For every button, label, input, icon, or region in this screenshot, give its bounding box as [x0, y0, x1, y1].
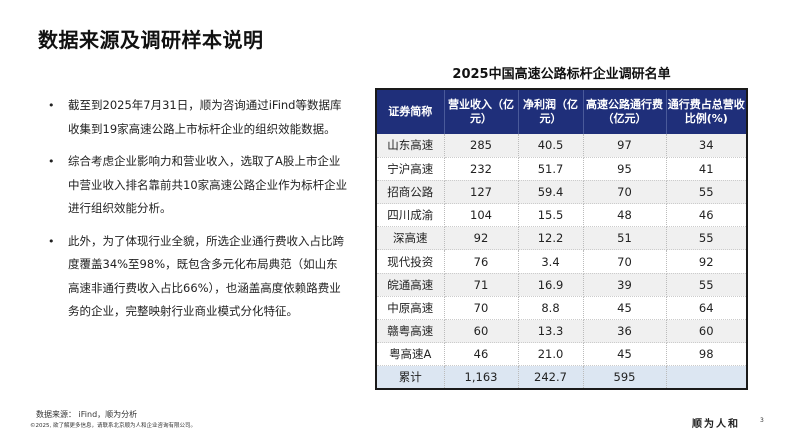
table-cell: 15.5 — [518, 203, 584, 228]
table-row: 中原高速 70 8.8 45 64 — [376, 296, 748, 321]
table-cell: 粤高速A — [376, 342, 445, 367]
table-cell: 3.4 — [518, 249, 584, 274]
table-cell: 招商公路 — [376, 180, 445, 205]
table-cell: 64 — [666, 296, 748, 321]
column-header: 通行费占总营收比例(%) — [666, 89, 748, 134]
table-cell: 16.9 — [518, 273, 584, 297]
benchmark-table: 证券简称 营业收入（亿元） 净利润（亿元） 高速公路通行费（亿元） 通行费占总营… — [375, 88, 748, 391]
company-logo: 顺为人和 — [692, 419, 740, 430]
page-title: 数据来源及调研样本说明 — [38, 28, 264, 52]
table-cell: 宁沪高速 — [376, 157, 445, 181]
table-cell: 46 — [444, 342, 519, 367]
table-cell: 21.0 — [518, 342, 584, 367]
bullet-item: 此外，为了体现行业全貌，所选企业通行费收入占比跨度覆盖34%至98%，既包含多元… — [48, 230, 348, 324]
table-cell: 13.3 — [518, 319, 584, 344]
table-row: 粤高速A 46 21.0 45 98 — [376, 342, 748, 367]
table-cell: 1,163 — [444, 365, 519, 390]
table-cell — [666, 365, 748, 390]
table-cell: 45 — [583, 342, 667, 367]
table-cell: 深高速 — [376, 226, 445, 251]
table-row: 皖通高速 71 16.9 39 55 — [376, 273, 748, 297]
bullet-list: 截至到2025年7月31日，顺为咨询通过iFind等数据库收集到19家高速公路上… — [48, 94, 348, 333]
table-row: 四川成渝 104 15.5 48 46 — [376, 203, 748, 228]
table-cell: 现代投资 — [376, 249, 445, 274]
table-cell: 46 — [666, 203, 748, 228]
table-cell: 95 — [583, 157, 667, 181]
table-cell: 48 — [583, 203, 667, 228]
table-cell: 595 — [583, 365, 667, 390]
table-cell: 36 — [583, 319, 667, 344]
table-cell: 98 — [666, 342, 748, 367]
table-cell: 242.7 — [518, 365, 584, 390]
table-header-row: 证券简称 营业收入（亿元） 净利润（亿元） 高速公路通行费（亿元） 通行费占总营… — [376, 89, 748, 134]
table-cell: 59.4 — [518, 180, 584, 205]
column-header: 净利润（亿元） — [518, 89, 584, 134]
table-cell: 70 — [583, 249, 667, 274]
table-cell: 70 — [583, 180, 667, 205]
table-cell: 92 — [444, 226, 519, 251]
table-cell: 60 — [444, 319, 519, 344]
table-cell: 76 — [444, 249, 519, 274]
table-cell: 34 — [666, 134, 748, 158]
table-cell: 70 — [444, 296, 519, 321]
table-cell: 55 — [666, 226, 748, 251]
table-row: 赣粤高速 60 13.3 36 60 — [376, 319, 748, 344]
bullet-item: 综合考虑企业影响力和营业收入，选取了A股上市企业中营业收入排名靠前共10家高速公… — [48, 150, 348, 221]
table-cell: 127 — [444, 180, 519, 205]
table-cell: 97 — [583, 134, 667, 158]
table-cell: 60 — [666, 319, 748, 344]
table-row: 山东高速 285 40.5 97 34 — [376, 134, 748, 158]
table-row: 招商公路 127 59.4 70 55 — [376, 180, 748, 205]
column-header: 营业收入（亿元） — [444, 89, 519, 134]
table-cell: 285 — [444, 134, 519, 158]
column-header: 高速公路通行费（亿元） — [583, 89, 667, 134]
table-cell: 中原高速 — [376, 296, 445, 321]
table-cell: 104 — [444, 203, 519, 228]
table-row: 现代投资 76 3.4 70 92 — [376, 249, 748, 274]
table-cell: 8.8 — [518, 296, 584, 321]
table-title: 2025中国高速公路标杆企业调研名单 — [452, 67, 671, 82]
table-total-row: 累计 1,163 242.7 595 — [376, 365, 748, 390]
table-cell: 12.2 — [518, 226, 584, 251]
table-cell: 92 — [666, 249, 748, 274]
table-cell: 55 — [666, 180, 748, 205]
table-cell: 四川成渝 — [376, 203, 445, 228]
table-cell: 71 — [444, 273, 519, 297]
table-row: 宁沪高速 232 51.7 95 41 — [376, 157, 748, 181]
table-cell: 40.5 — [518, 134, 584, 158]
bullet-item: 截至到2025年7月31日，顺为咨询通过iFind等数据库收集到19家高速公路上… — [48, 94, 348, 141]
table-cell: 45 — [583, 296, 667, 321]
column-header: 证券简称 — [376, 89, 445, 134]
table-cell: 累计 — [376, 365, 445, 390]
copyright-note: ©2025, 欲了解更多信息，请联系北京顺为人和企业咨询有限公司。 — [30, 423, 196, 429]
data-source-note: 数据来源： iFind，顺为分析 — [36, 410, 138, 419]
table-cell: 赣粤高速 — [376, 319, 445, 344]
table-cell: 山东高速 — [376, 134, 445, 158]
table-cell: 232 — [444, 157, 519, 181]
table-row: 深高速 92 12.2 51 55 — [376, 226, 748, 251]
table-cell: 51.7 — [518, 157, 584, 181]
page-number: 3 — [760, 417, 764, 424]
table-cell: 皖通高速 — [376, 273, 445, 297]
table-cell: 39 — [583, 273, 667, 297]
table-cell: 55 — [666, 273, 748, 297]
table-cell: 51 — [583, 226, 667, 251]
table-cell: 41 — [666, 157, 748, 181]
